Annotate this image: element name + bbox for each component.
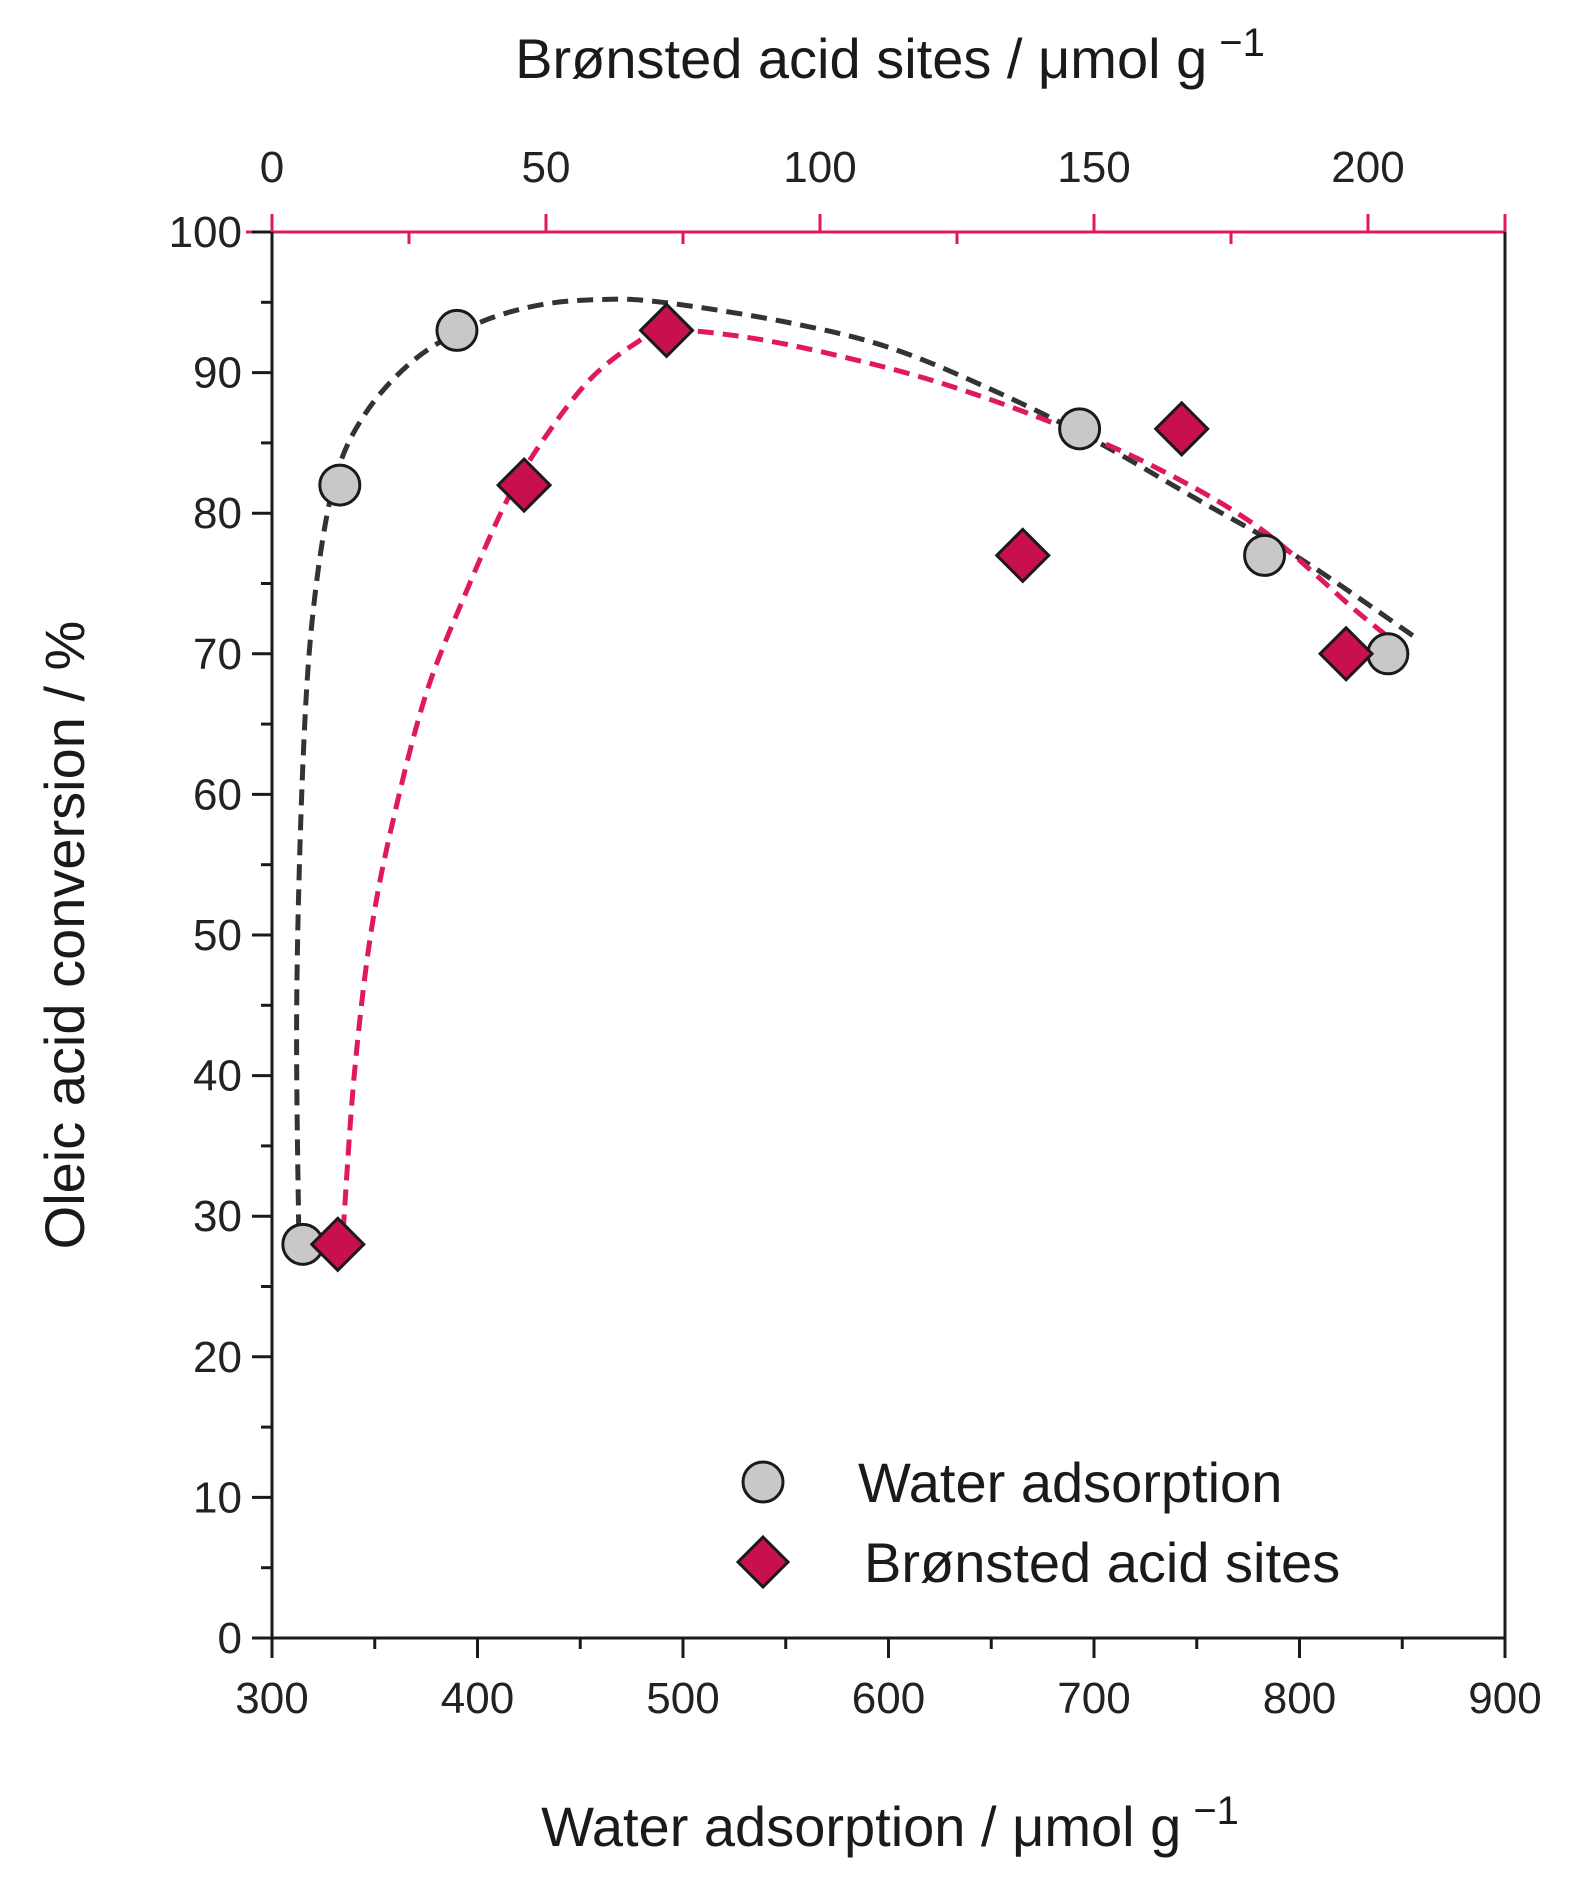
fit-curves [294,296,1421,1231]
data-point-water-adsorption [1058,407,1102,451]
y-axis-ticks: 0 10 20 30 40 50 60 70 80 90 100 [169,208,272,1663]
legend-marker-bronsted-acid-sites [735,1534,791,1590]
x-bottom-tick-label: 900 [1468,1674,1541,1723]
data-point-water-adsorption [1243,533,1287,577]
x-top-tick-label: 0 [260,143,284,192]
y-tick-label: 60 [193,770,242,819]
legend-label-water-adsorption: Water adsorption [858,1451,1282,1514]
x-bottom-axis-title: Water adsorption / μmol g −1 [541,1789,1239,1858]
y-tick-label: 30 [193,1192,242,1241]
x-top-tick-label: 100 [783,143,856,192]
y-tick-label: 70 [193,630,242,679]
y-tick-label: 50 [193,911,242,960]
legend: Water adsorption Brønsted acid sites [735,1451,1340,1594]
x-bottom-tick-label: 400 [441,1674,514,1723]
data-point-bronsted-acid-sites [1153,400,1210,457]
fit-curve-bronsted-acid-sites [340,327,1403,1231]
data-point-bronsted-acid-sites [495,456,553,514]
x-bottom-axis-ticks: 300 400 500 600 700 800 900 [235,1638,1542,1723]
data-points [281,302,1410,1273]
data-point-bronsted-acid-sites [309,1216,366,1273]
x-bottom-tick-label: 300 [235,1674,308,1723]
y-tick-label: 90 [193,349,242,398]
x-top-tick-label: 200 [1331,143,1404,192]
data-point-water-adsorption [435,308,479,352]
y-tick-label: 80 [193,489,242,538]
data-point-bronsted-acid-sites [1317,625,1375,682]
y-tick-label: 20 [193,1333,242,1382]
y-tick-label: 100 [169,208,242,257]
x-top-tick-label: 50 [522,143,571,192]
legend-label-bronsted-acid-sites: Brønsted acid sites [864,1531,1340,1594]
y-axis-title: Oleic acid conversion / % [33,621,96,1250]
y-tick-label: 10 [193,1473,242,1522]
x-bottom-tick-label: 700 [1057,1674,1130,1723]
x-bottom-tick-label: 600 [852,1674,925,1723]
data-point-bronsted-acid-sites [994,527,1051,584]
x-bottom-tick-label: 500 [646,1674,719,1723]
plot-frame [270,232,1507,1640]
data-point-water-adsorption [318,463,362,507]
legend-marker-water-adsorption [741,1460,785,1504]
x-top-tick-label: 150 [1057,143,1130,192]
x-top-axis-ticks: 0 50 100 150 200 [260,143,1507,244]
x-top-axis-title: Brønsted acid sites / μmol g −1 [515,21,1265,90]
x-bottom-tick-label: 800 [1263,1674,1336,1723]
y-tick-label: 0 [218,1614,242,1663]
fit-curve-water-adsorption [294,296,1421,1231]
data-point-bronsted-acid-sites [638,302,695,359]
y-tick-label: 40 [193,1052,242,1101]
